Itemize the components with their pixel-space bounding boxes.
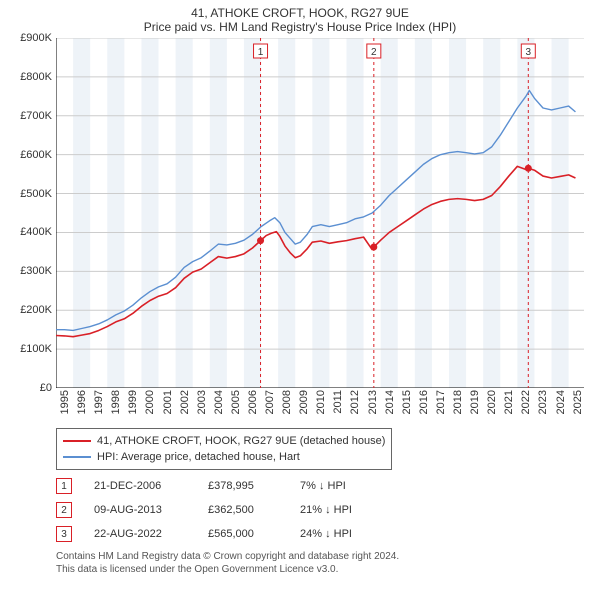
legend-row: HPI: Average price, detached house, Hart — [63, 449, 385, 465]
event-date: 22-AUG-2022 — [94, 528, 186, 540]
x-tick-label: 1999 — [127, 390, 139, 414]
y-axis: £0£100K£200K£300K£400K£500K£600K£700K£80… — [8, 38, 56, 388]
year-band — [517, 38, 534, 388]
event-number-box: 2 — [56, 502, 72, 518]
x-tick-label: 1997 — [93, 390, 105, 414]
plot-svg: 1 2 3 — [56, 38, 584, 388]
event-row: 2 09-AUG-2013 £362,500 21% ↓ HPI — [56, 498, 584, 522]
x-tick-label: 2012 — [349, 390, 361, 414]
x-tick-label: 2021 — [503, 390, 515, 414]
x-tick-label: 2011 — [332, 390, 344, 414]
legend-swatch — [63, 440, 91, 442]
x-tick-label: 2025 — [572, 390, 584, 414]
y-tick-label: £900K — [20, 32, 52, 44]
year-band — [107, 38, 124, 388]
year-band — [346, 38, 363, 388]
year-band — [381, 38, 398, 388]
year-band — [244, 38, 261, 388]
chart-container: 41, ATHOKE CROFT, HOOK, RG27 9UE Price p… — [0, 0, 600, 582]
year-band — [449, 38, 466, 388]
y-tick-label: £100K — [20, 343, 52, 355]
event-marker-label: 3 — [526, 47, 532, 58]
x-tick-label: 2003 — [196, 390, 208, 414]
x-tick-label: 2022 — [520, 390, 532, 414]
x-tick-label: 2007 — [264, 390, 276, 414]
x-tick-label: 2008 — [281, 390, 293, 414]
y-tick-label: £400K — [20, 226, 52, 238]
x-tick-label: 2010 — [315, 390, 327, 414]
event-price: £362,500 — [208, 504, 278, 516]
x-tick-label: 1998 — [110, 390, 122, 414]
event-price: £378,995 — [208, 480, 278, 492]
x-tick-label: 2016 — [418, 390, 430, 414]
event-price: £565,000 — [208, 528, 278, 540]
event-delta: 21% ↓ HPI — [300, 504, 392, 516]
x-tick-label: 2013 — [367, 390, 379, 414]
y-tick-label: £700K — [20, 110, 52, 122]
year-band — [552, 38, 569, 388]
event-delta: 7% ↓ HPI — [300, 480, 392, 492]
year-band — [210, 38, 227, 388]
x-tick-label: 2002 — [179, 390, 191, 414]
x-tick-label: 2015 — [401, 390, 413, 414]
legend: 41, ATHOKE CROFT, HOOK, RG27 9UE (detach… — [56, 428, 392, 470]
chart-title: 41, ATHOKE CROFT, HOOK, RG27 9UE — [8, 6, 592, 20]
event-dot — [525, 165, 532, 172]
year-band — [483, 38, 500, 388]
legend-row: 41, ATHOKE CROFT, HOOK, RG27 9UE (detach… — [63, 433, 385, 449]
event-dot — [257, 237, 264, 244]
year-band — [141, 38, 158, 388]
x-tick-label: 2004 — [213, 390, 225, 414]
y-tick-label: £600K — [20, 149, 52, 161]
y-tick-label: £500K — [20, 188, 52, 200]
year-band — [312, 38, 329, 388]
event-dot — [370, 244, 377, 251]
event-date: 09-AUG-2013 — [94, 504, 186, 516]
event-marker-label: 2 — [371, 47, 377, 58]
x-tick-label: 2000 — [144, 390, 156, 414]
event-row: 3 22-AUG-2022 £565,000 24% ↓ HPI — [56, 522, 584, 546]
events-table: 1 21-DEC-2006 £378,995 7% ↓ HPI 2 09-AUG-2013… — [56, 474, 584, 546]
y-tick-label: £300K — [20, 265, 52, 277]
x-axis: 1995 1996 1997 1998 1999 2000 2001 2002 2003 2004… — [56, 388, 584, 422]
legend-label: HPI: Average price, detached house, Hart — [97, 451, 300, 463]
x-tick-label: 1996 — [76, 390, 88, 414]
x-tick-label: 2005 — [230, 390, 242, 414]
y-tick-label: £800K — [20, 71, 52, 83]
chart-plot-area: £0£100K£200K£300K£400K£500K£600K£700K£80… — [56, 38, 584, 388]
y-tick-label: £200K — [20, 304, 52, 316]
x-tick-label: 2009 — [298, 390, 310, 414]
x-tick-label: 2001 — [162, 390, 174, 414]
event-number-box: 1 — [56, 478, 72, 494]
event-date: 21-DEC-2006 — [94, 480, 186, 492]
chart-subtitle: Price paid vs. HM Land Registry's House … — [8, 20, 592, 34]
x-tick-label: 2018 — [452, 390, 464, 414]
x-tick-label: 2006 — [247, 390, 259, 414]
event-number-box: 3 — [56, 526, 72, 542]
event-row: 1 21-DEC-2006 £378,995 7% ↓ HPI — [56, 474, 584, 498]
legend-swatch — [63, 456, 91, 458]
x-tick-label: 2024 — [555, 390, 567, 414]
year-band — [176, 38, 193, 388]
year-band — [278, 38, 295, 388]
x-tick-label: 2023 — [537, 390, 549, 414]
attribution: Contains HM Land Registry data © Crown c… — [56, 550, 584, 576]
attribution-line: Contains HM Land Registry data © Crown c… — [56, 550, 584, 563]
legend-label: 41, ATHOKE CROFT, HOOK, RG27 9UE (detach… — [97, 435, 385, 447]
y-tick-label: £0 — [40, 382, 52, 394]
x-tick-label: 1995 — [59, 390, 71, 414]
x-tick-label: 2019 — [469, 390, 481, 414]
event-marker-label: 1 — [258, 47, 264, 58]
event-delta: 24% ↓ HPI — [300, 528, 392, 540]
x-tick-label: 2014 — [384, 390, 396, 414]
x-tick-label: 2020 — [486, 390, 498, 414]
attribution-line: This data is licensed under the Open Gov… — [56, 563, 584, 576]
x-tick-label: 2017 — [435, 390, 447, 414]
